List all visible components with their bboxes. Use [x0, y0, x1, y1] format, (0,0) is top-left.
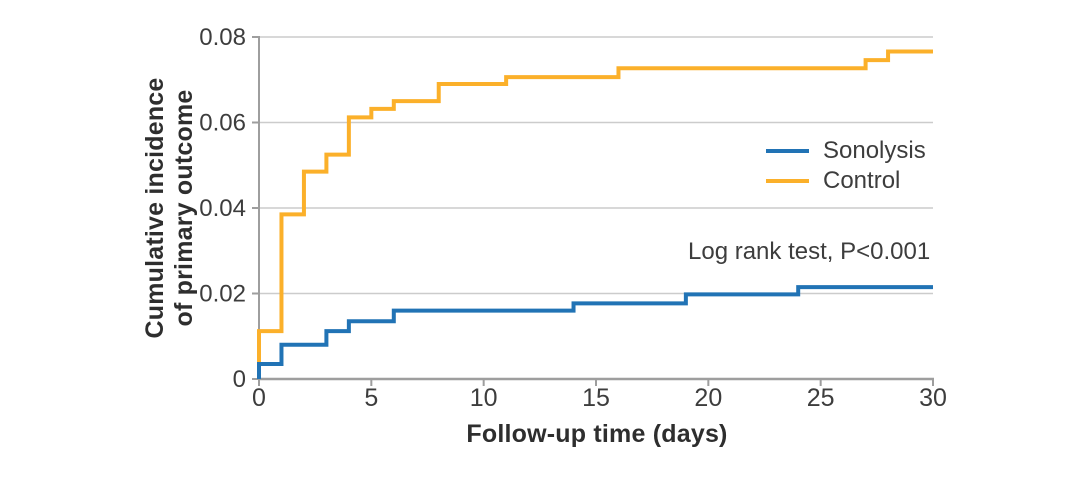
legend-label-sonolysis: Sonolysis [823, 137, 926, 164]
x-axis-title: Follow-up time (days) [466, 420, 728, 448]
control-line-swatch [766, 179, 809, 183]
series-sonolysis-curve [257, 285, 933, 379]
x-tick-label: 25 [807, 384, 835, 412]
y-axis-title-line2: of primary outcome [170, 89, 198, 327]
y-axis-title: Cumulative incidence of primary outcome [141, 6, 199, 410]
x-tick-label: 0 [252, 384, 266, 412]
legend-label-control: Control [823, 167, 901, 194]
y-tick-label: 0.08 [199, 24, 246, 51]
legend-item-sonolysis: Sonolysis [766, 136, 926, 166]
x-tick-label: 15 [582, 384, 610, 412]
y-axis-title-line1: Cumulative incidence [141, 77, 169, 339]
legend: Sonolysis Control [766, 136, 926, 196]
y-tick-label: 0.04 [199, 195, 246, 222]
legend-item-control: Control [766, 166, 926, 196]
x-tick-label: 30 [919, 384, 947, 412]
logrank-annotation: Log rank test, P<0.001 [688, 238, 931, 265]
series-control-curve [257, 49, 933, 379]
x-tick-label: 5 [364, 384, 378, 412]
y-tick-label: 0.02 [199, 281, 246, 308]
sonolysis-line-swatch [766, 149, 809, 153]
y-tick-label: 0 [233, 366, 246, 393]
x-tick-label: 20 [694, 384, 722, 412]
x-tick-label: 10 [470, 384, 498, 412]
y-tick-label: 0.06 [199, 110, 246, 137]
